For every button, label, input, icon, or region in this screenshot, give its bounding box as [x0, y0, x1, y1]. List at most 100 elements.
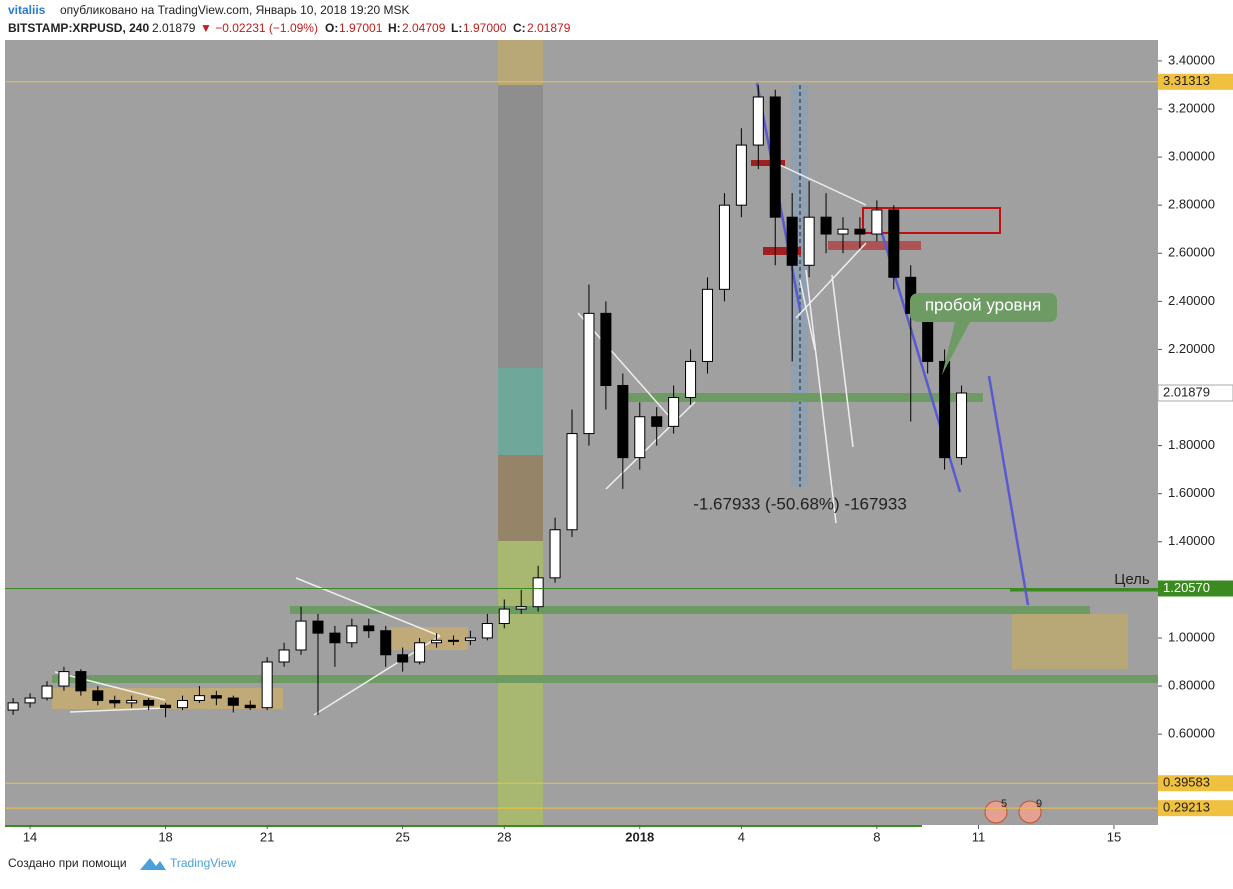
- candle-body: [75, 671, 87, 692]
- user[interactable]: vitaliis: [8, 3, 46, 17]
- brand[interactable]: TradingView: [170, 856, 236, 870]
- y-tick-label: 3.00000: [1168, 149, 1215, 164]
- zone: [498, 455, 543, 541]
- zone: [390, 627, 468, 650]
- candle-body: [752, 96, 764, 146]
- candle-body: [176, 699, 188, 709]
- candle-body: [685, 360, 697, 399]
- change: ▼ −0.02231 (−1.09%): [200, 21, 318, 35]
- candle-body: [939, 360, 951, 459]
- candle-body: [210, 695, 222, 699]
- target-text: Цель: [1114, 571, 1150, 588]
- event-count: 9: [1036, 798, 1042, 810]
- callout: [910, 293, 1057, 375]
- h: 2.04709: [402, 21, 446, 35]
- candle-body: [532, 577, 544, 608]
- level: [628, 393, 983, 402]
- price-tag-label: 1.20570: [1163, 580, 1210, 595]
- level: [290, 606, 1090, 614]
- x-tick-label: 11: [972, 829, 986, 844]
- candle-body: [871, 209, 883, 235]
- candle-body: [126, 699, 138, 704]
- event-count: 5: [1001, 798, 1007, 810]
- zone: [52, 688, 283, 709]
- candle-body: [380, 630, 392, 656]
- candle-body: [329, 632, 341, 644]
- level: [828, 241, 921, 250]
- price-tag-label: 0.29213: [1163, 800, 1210, 815]
- c-label: C:: [513, 21, 526, 35]
- y-tick-label: 0.80000: [1168, 677, 1215, 692]
- candle-body: [820, 216, 832, 235]
- last: 2.01879: [152, 21, 196, 35]
- level: [751, 160, 785, 166]
- x-tick-label: 21: [260, 829, 274, 844]
- candle-body: [515, 606, 527, 610]
- candle-body: [363, 625, 375, 632]
- logo: [140, 858, 166, 870]
- candle-body: [464, 637, 476, 641]
- event-icon[interactable]: [984, 800, 1008, 824]
- l-label: L:: [451, 21, 462, 35]
- y-tick-label: 3.20000: [1168, 100, 1215, 115]
- x-tick-label: 25: [395, 829, 409, 844]
- zone: [498, 40, 543, 85]
- o-label: O:: [325, 21, 338, 35]
- header-bg: [0, 0, 1233, 40]
- candle-body: [735, 144, 747, 206]
- o: 1.97001: [339, 21, 383, 35]
- y-tick-label: 2.60000: [1168, 245, 1215, 260]
- measure-text: -1.67933 (-50.68%) -167933: [693, 494, 907, 513]
- candle-body: [617, 384, 629, 459]
- candle-body: [41, 685, 53, 699]
- candle-body: [837, 228, 849, 235]
- y-tick-label: 2.80000: [1168, 197, 1215, 212]
- callout-text: пробой уровня: [925, 295, 1041, 314]
- price-tag-label: 0.39583: [1163, 775, 1210, 790]
- candle-body: [583, 312, 595, 435]
- candle-body: [414, 642, 426, 663]
- last-price-label: 2.01879: [1163, 384, 1210, 399]
- candle-body: [498, 608, 510, 625]
- candle-body: [160, 704, 172, 709]
- candle-body: [447, 639, 459, 642]
- candle-body: [109, 699, 121, 704]
- last-price-tag: [1157, 384, 1233, 402]
- candle-body: [346, 625, 358, 644]
- candle-body: [193, 695, 205, 701]
- candle-body: [295, 620, 307, 651]
- published: опубликовано на TradingView.com, Январь …: [60, 3, 410, 17]
- x-tick-label: 8: [873, 829, 880, 844]
- y-tick-label: 2.20000: [1168, 341, 1215, 356]
- candle-body: [803, 216, 815, 266]
- x-tick-label: 14: [23, 829, 37, 844]
- price-tag-label: 3.31313: [1163, 73, 1210, 88]
- candle-body: [244, 704, 256, 709]
- x-tick-label: 4: [738, 829, 745, 844]
- candle-body: [312, 620, 324, 634]
- candle-body: [634, 416, 646, 459]
- zone: [498, 368, 543, 455]
- x-tick-label: 18: [158, 829, 172, 844]
- price-tag: [1158, 73, 1233, 90]
- event-icon[interactable]: [1018, 800, 1042, 824]
- y-tick-label: 3.40000: [1168, 52, 1215, 67]
- candle-body: [92, 690, 104, 701]
- candle-body: [854, 228, 866, 235]
- candle-body: [397, 654, 409, 663]
- y-tick-label: 1.00000: [1168, 629, 1215, 644]
- candle-body: [956, 392, 968, 459]
- candle-body: [481, 623, 493, 639]
- measure-zone: [791, 85, 808, 487]
- x-tick-label: 15: [1107, 829, 1121, 844]
- price-tag: [1158, 580, 1233, 597]
- candle-body: [227, 697, 239, 706]
- candle-body: [769, 96, 781, 218]
- c: 2.01879: [527, 21, 571, 35]
- candle-body: [718, 204, 730, 290]
- candle-body: [278, 649, 290, 663]
- target-zone: [1012, 614, 1128, 669]
- x-tick-label: 28: [497, 829, 511, 844]
- candle-body: [261, 661, 273, 709]
